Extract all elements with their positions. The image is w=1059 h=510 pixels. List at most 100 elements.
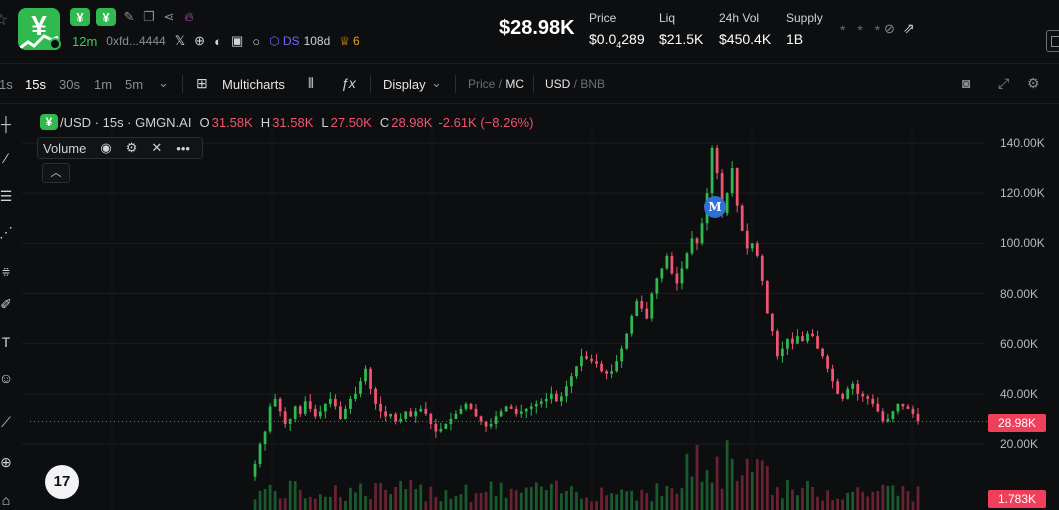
- multicharts-button[interactable]: Multicharts: [222, 77, 285, 92]
- ruler-tool-icon[interactable]: ⟋: [1, 414, 11, 430]
- dex-screener-icon[interactable]: ⬡ DS: [269, 34, 300, 48]
- candle-body: [786, 338, 789, 349]
- hide-eye-icon[interactable]: ⊘: [884, 21, 895, 36]
- magnet-tool-icon[interactable]: ⌂: [1, 492, 11, 508]
- volume-bar: [755, 459, 759, 510]
- candle-body: [896, 403, 900, 412]
- market-cap-value: $28.98K: [499, 17, 575, 39]
- indicators-fx-icon[interactable]: ƒx: [341, 75, 356, 91]
- volume-more-icon[interactable]: •••: [176, 140, 190, 156]
- pattern-tool-icon[interactable]: ⋰: [0, 224, 13, 240]
- brush-tool-icon[interactable]: ✐: [0, 296, 12, 312]
- fullscreen-icon[interactable]: ⤢: [998, 75, 1010, 91]
- volume-bar: [293, 480, 297, 510]
- x-social-icon[interactable]: 𝕏: [174, 33, 186, 48]
- currency-toggle[interactable]: USD / BNB: [545, 77, 606, 91]
- candle-body: [359, 381, 362, 394]
- candle-body: [474, 408, 478, 417]
- volume-bar: [454, 495, 458, 510]
- volume-bar: [323, 496, 327, 510]
- volume-bar: [906, 491, 910, 510]
- tradingview-logo-icon[interactable]: 17: [45, 465, 79, 499]
- volume-bar: [720, 488, 724, 510]
- edit-icon[interactable]: ✎: [123, 9, 135, 24]
- volume-bar: [509, 488, 513, 510]
- candle-body: [715, 148, 719, 174]
- telegram-icon[interactable]: ◐: [214, 33, 222, 49]
- settings-gear-icon[interactable]: ⚙: [1027, 75, 1040, 91]
- candle-type-icon[interactable]: ⫴: [308, 75, 314, 91]
- interval-30s[interactable]: 30s: [59, 77, 80, 92]
- candle-body: [273, 398, 277, 407]
- display-chevron-icon[interactable]: ⌄: [431, 75, 442, 90]
- candle-body: [369, 368, 372, 389]
- volume-bar: [570, 486, 573, 510]
- hidden-balance: * * *: [840, 22, 885, 38]
- migration-marker[interactable]: M: [704, 196, 726, 218]
- emoji-tool-icon[interactable]: ☺: [0, 370, 14, 386]
- interval-1m[interactable]: 1m: [94, 77, 113, 92]
- volume-bar: [334, 485, 337, 510]
- candlestick-chart-canvas[interactable]: [0, 104, 1059, 510]
- volume-settings-gear-icon[interactable]: ⚙: [125, 140, 138, 155]
- zoom-in-tool-icon[interactable]: ⊕: [0, 454, 12, 470]
- external-link-icon[interactable]: ⇗: [903, 20, 915, 36]
- volume-bar: [273, 491, 277, 510]
- screenshot-camera-icon[interactable]: ◙: [962, 75, 971, 91]
- candle-body: [750, 243, 754, 249]
- volume-bar: [700, 481, 704, 510]
- candle-body: [334, 398, 337, 407]
- candle-body: [303, 401, 307, 414]
- display-button[interactable]: Display: [383, 77, 426, 92]
- volume-visibility-eye-icon[interactable]: ◉: [100, 140, 112, 155]
- copy-icon[interactable]: ❐: [143, 9, 155, 24]
- candle-body: [826, 356, 829, 369]
- volume-bar: [715, 456, 719, 510]
- interval-5m[interactable]: 5m: [125, 77, 144, 92]
- collapse-indicators-chevron-up-icon[interactable]: ︿: [42, 163, 70, 183]
- interval-dropdown-chevron-icon[interactable]: ⌄: [158, 75, 169, 90]
- candle-body: [861, 393, 865, 397]
- volume-remove-close-icon[interactable]: ✕: [151, 140, 163, 155]
- price-mc-toggle[interactable]: Price / MC: [468, 77, 525, 91]
- stat-volume-label: 24h Vol: [719, 11, 760, 25]
- crosshair-tool-icon[interactable]: ┼: [1, 116, 11, 132]
- share-icon[interactable]: ⋖: [163, 9, 175, 24]
- candle-body: [645, 308, 649, 319]
- volume-bar: [826, 490, 829, 510]
- candle-body: [600, 363, 603, 372]
- search-icon[interactable]: ○: [252, 33, 261, 49]
- volume-bar: [851, 491, 855, 510]
- trendline-tool-icon[interactable]: ⁄: [4, 150, 8, 166]
- candle-body: [650, 293, 654, 319]
- multicharts-add-icon[interactable]: ⊞: [196, 75, 208, 91]
- fib-tool-icon[interactable]: ☰: [0, 188, 13, 204]
- candle-body: [901, 403, 905, 407]
- candle-body: [625, 333, 629, 349]
- candle-body: [424, 408, 428, 414]
- candle-body: [765, 280, 769, 314]
- chart-toolbar: 1s 15s 30s 1m 5m ⌄ ⊞ Multicharts ⫴ ƒx Di…: [0, 64, 1059, 104]
- volume-bar: [846, 492, 850, 510]
- interval-1s[interactable]: 1s: [0, 77, 13, 92]
- candle-body: [354, 393, 357, 399]
- volume-bar: [339, 497, 342, 510]
- chat-icon[interactable]: ▣: [230, 33, 244, 48]
- contract-address[interactable]: 0xfd...4444: [106, 34, 166, 48]
- candle-body: [806, 333, 809, 342]
- text-tool-icon[interactable]: T: [1, 334, 11, 350]
- candle-body: [389, 413, 393, 417]
- favorite-star-icon[interactable]: ☆: [0, 12, 9, 29]
- candle-body: [735, 168, 739, 206]
- candle-body: [364, 368, 367, 382]
- volume-bar: [379, 483, 382, 510]
- candle-body: [846, 388, 850, 399]
- interval-15s[interactable]: 15s: [25, 77, 46, 92]
- panel-toggle-icon[interactable]: [1046, 30, 1059, 52]
- measure-tool-icon[interactable]: ⩷: [1, 262, 11, 278]
- price-chart[interactable]: ¥ /USD · 15s · GMGN.AI O 31.58K H 31.58K L…: [0, 104, 1059, 510]
- volume-bar: [635, 500, 639, 510]
- volume-bar: [469, 501, 473, 510]
- website-globe-icon[interactable]: ⊕: [194, 33, 206, 48]
- candle-body: [886, 418, 890, 422]
